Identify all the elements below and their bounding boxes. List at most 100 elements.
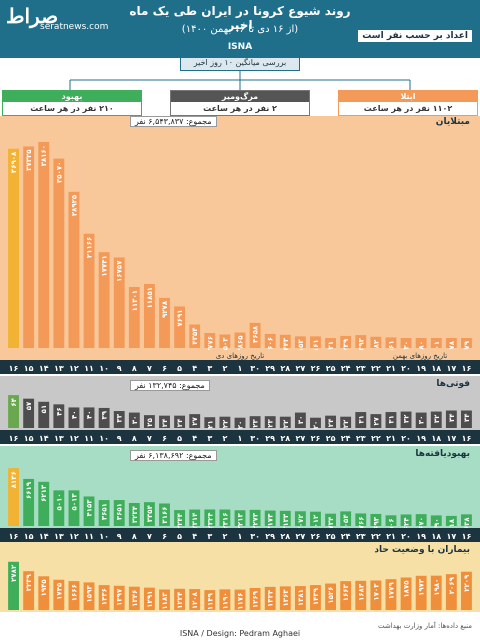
tick-label: ۳۰ [250, 364, 260, 373]
bar-2 [83, 496, 95, 526]
bar-0 [23, 146, 35, 348]
bar-0 [98, 252, 110, 348]
summary-recovered-label: بهبود [3, 91, 141, 102]
bar-2 [310, 511, 321, 526]
deaths-total: مجموع: ۱۳۲,۷۴۵ نفر [130, 380, 210, 391]
data-label-2: ۵۰۱۳ [70, 493, 78, 511]
bar-2 [23, 478, 35, 526]
data-label-0: ۲۲۳۹ [342, 338, 350, 356]
data-label-3: ۱۸۷۵ [403, 580, 411, 598]
tick-label: ۳۰ [250, 532, 260, 541]
tick-label: ۱ [238, 434, 243, 443]
bar-3 [23, 571, 35, 610]
data-label-1: ۴۰ [86, 410, 94, 419]
data-label-1: ۳۰ [418, 416, 426, 425]
tick-label: ۱۸ [431, 364, 441, 373]
tick-label: ۲۰ [401, 532, 411, 541]
data-label-3: ۱۶۶۳ [342, 583, 350, 601]
tick-label: ۸ [132, 364, 137, 373]
bar-1 [325, 415, 337, 428]
data-label-2: ۲۲۷۳ [252, 512, 260, 530]
bar-0 [159, 297, 170, 348]
bar-0 [430, 338, 442, 348]
data-label-3: ۱۱۴۹ [206, 592, 214, 610]
bar-2 [219, 509, 231, 526]
data-label-2: ۱۷۳۴ [327, 516, 335, 534]
tick-label: ۱۳ [54, 532, 64, 541]
tick-label: ۲ [222, 364, 227, 373]
bar-3 [310, 585, 321, 610]
data-label-2: ۱۷۶۶ [357, 516, 365, 533]
bar-0 [219, 334, 231, 348]
bar-2 [98, 500, 110, 526]
data-label-3: ۱۳۴۶ [131, 590, 139, 607]
bar-1 [83, 407, 95, 428]
bar-1 [53, 404, 65, 428]
data-label-3: ۱۹۴۵ [40, 579, 48, 597]
data-label-1: ۳۱ [387, 415, 395, 424]
tick-label: ۲۶ [311, 434, 321, 443]
data-label-2: ۲۱۳۳ [282, 513, 290, 531]
summary-deaths: مرگ‌ومیر ۲ نفر در هر ساعت [170, 90, 310, 116]
data-label-1: ۲۴ [327, 418, 335, 427]
tick-label: ۱۱ [84, 434, 94, 443]
bar-3 [219, 589, 231, 610]
tick-label: ۲۵ [326, 364, 336, 373]
data-label-2: ۲۳۱۶ [221, 513, 229, 530]
tick-label: ۱۱ [84, 532, 94, 541]
tick-label: ۲۴ [341, 532, 351, 541]
tick-label: ۱۸ [431, 532, 441, 541]
data-label-3: ۱۲۶۹ [252, 590, 260, 608]
data-label-3: ۲۲۳۹ [25, 573, 33, 591]
tick-label: ۱۶ [462, 434, 472, 443]
tick-label: ۱۶ [9, 364, 19, 373]
data-label-1: ۲۴ [176, 418, 184, 427]
bar-0 [38, 141, 50, 348]
tick-label: ۱۳ [54, 434, 64, 443]
data-label-1: ۳۲ [403, 414, 411, 423]
bar-0 [113, 257, 125, 348]
data-label-0: ۳۷۳۲۵ [25, 149, 33, 171]
bar-3 [174, 588, 186, 610]
bar-3 [128, 586, 140, 610]
bar-3 [249, 588, 261, 610]
data-label-1: ۵۱ [40, 405, 48, 414]
data-label-1: ۳۰ [297, 416, 305, 425]
tick-label: ۱۰ [99, 532, 109, 541]
bar-2 [113, 500, 125, 526]
tick-label: ۱۴ [39, 364, 49, 373]
bar-2 [264, 510, 276, 526]
bar-2 [340, 511, 352, 526]
bar-2 [249, 509, 261, 526]
bar-0 [461, 338, 472, 348]
data-label-2: ۱۶۷۰ [418, 517, 426, 534]
tick-label: ۱۷ [446, 532, 456, 541]
bar-3 [445, 574, 457, 610]
bar-0 [294, 336, 306, 348]
tick-label: ۲۲ [371, 364, 381, 373]
data-label-0: ۲۱۱۶۶ [86, 237, 94, 258]
data-label-1: ۳۹ [101, 410, 109, 419]
data-label-1: ۲۲ [342, 419, 350, 428]
severe-title: بیماران با وضعیت حاد [374, 545, 470, 555]
data-label-3: ۱۷۷۹ [387, 581, 395, 599]
data-label-3: ۱۳۹۷ [116, 588, 124, 606]
data-label-0: ۴۳۵۴ [191, 327, 199, 345]
recovered-title: بهبودیافته‌ها [415, 449, 470, 459]
tick-label: ۱۶ [9, 434, 19, 443]
tick-label: ۷ [147, 364, 152, 373]
tick-label: ۲۷ [296, 532, 306, 541]
data-label-1: ۳۰ [131, 416, 139, 425]
tick-label: ۲۵ [326, 532, 336, 541]
bar-1 [340, 416, 352, 428]
data-label-0: ۲۳۹۳ [357, 337, 365, 355]
data-label-0: ۲۱۶۱ [312, 339, 320, 356]
tick-label: ۱۵ [24, 364, 34, 373]
deaths-title: فوتی‌ها [436, 379, 470, 389]
tick-label: ۲۶ [311, 532, 321, 541]
data-label-0: ۲۶۰۶ [267, 337, 275, 354]
data-label-1: ۳۲ [433, 414, 441, 423]
tick-label: ۱ [238, 364, 243, 373]
tick-label: ۱۹ [416, 532, 426, 541]
bar-3 [400, 577, 412, 610]
